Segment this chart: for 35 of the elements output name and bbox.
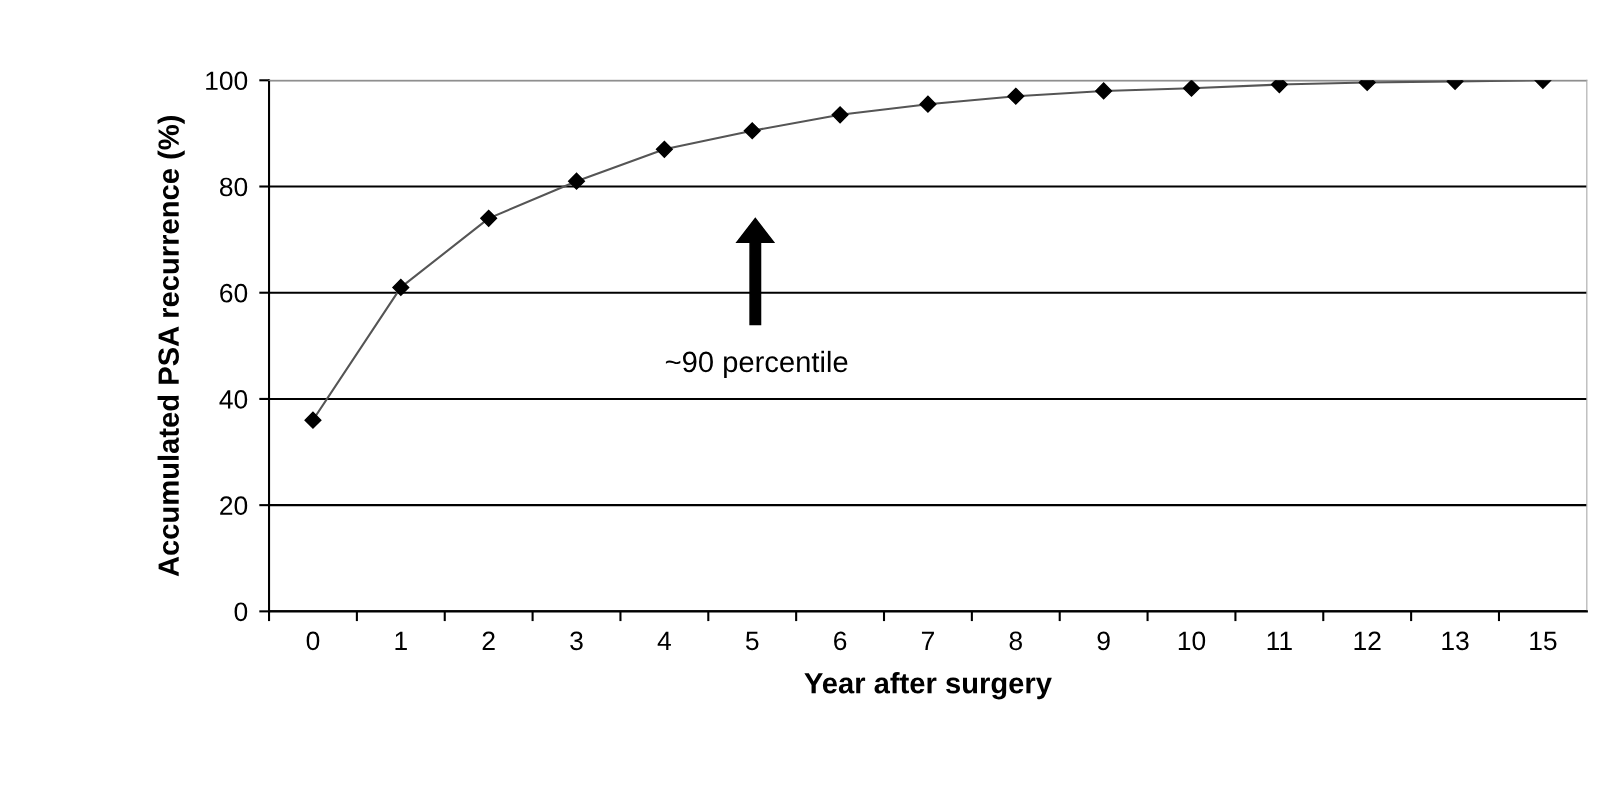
y-tick-label: 100 <box>206 71 248 91</box>
point <box>392 278 410 296</box>
x-tick-label: 5 <box>745 631 759 651</box>
x-tick-label: 9 <box>1097 631 1110 651</box>
point <box>919 95 937 113</box>
y-tick-label: 80 <box>220 177 248 197</box>
point <box>1007 87 1025 105</box>
x-tick-label: 0 <box>306 631 320 651</box>
y-tick-label: 40 <box>219 390 248 409</box>
point <box>304 411 322 429</box>
point <box>831 106 849 124</box>
x-tick-label: 12 <box>1354 631 1381 650</box>
x-tick-label: 8 <box>1009 631 1022 651</box>
point <box>743 122 761 140</box>
x-axis-title: Year after surgery <box>804 672 1052 700</box>
y-axis-title: Accumulated PSA recurrence (%) <box>157 116 185 577</box>
x-tick-label: 6 <box>834 631 847 651</box>
x-tick-label: 15 <box>1530 631 1557 651</box>
x-tick-label: 7 <box>921 631 934 650</box>
point <box>567 172 586 190</box>
y-tick-label: 0 <box>234 602 248 622</box>
point <box>1182 80 1201 97</box>
annotation: ~90 percentile <box>665 350 848 379</box>
x-tick-label: 4 <box>657 631 671 650</box>
point <box>655 140 673 158</box>
x-tick-label: 2 <box>482 631 495 650</box>
x-tick-label: 10 <box>1178 631 1206 651</box>
point <box>1095 82 1113 100</box>
point <box>480 209 498 227</box>
y-tick-label: 60 <box>220 283 248 303</box>
x-tick-label: 3 <box>570 631 583 651</box>
x-tick-label: 1 <box>395 631 407 650</box>
y-tick-label: 20 <box>220 496 248 515</box>
x-tick-label: 13 <box>1442 631 1469 651</box>
x-tick-label: 11 <box>1267 631 1292 650</box>
